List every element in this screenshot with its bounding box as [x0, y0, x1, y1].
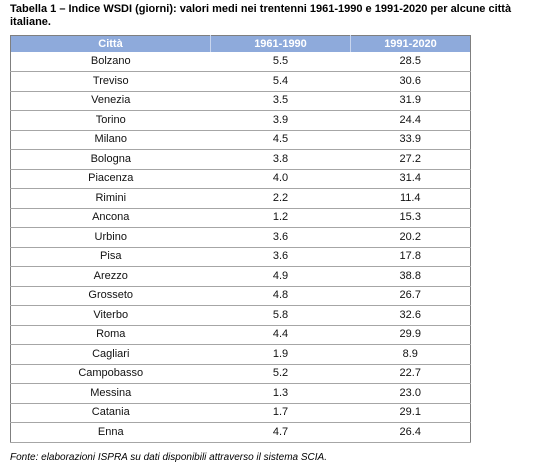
cell-1991-2020: 15.3 — [350, 208, 471, 228]
cell-1991-2020: 26.7 — [350, 286, 471, 306]
cell-1961-1990: 4.8 — [210, 286, 351, 306]
cell-1991-2020: 17.8 — [350, 247, 471, 267]
cell-1991-2020: 11.4 — [350, 188, 471, 209]
cell-1961-1990: 3.6 — [210, 227, 351, 248]
source-note: Fonte: elaborazioni ISPRA su dati dispon… — [10, 452, 327, 463]
cell-1991-2020: 29.1 — [350, 403, 471, 423]
cell-1991-2020: 27.2 — [350, 149, 471, 170]
table-row: Pisa 3.6 17.8 — [10, 247, 471, 267]
cell-1961-1990: 3.6 — [210, 247, 351, 267]
cell-1991-2020: 23.0 — [350, 383, 471, 404]
cell-1991-2020: 31.4 — [350, 169, 471, 189]
cell-1961-1990: 4.5 — [210, 130, 351, 150]
cell-city: Treviso — [10, 71, 211, 92]
table-row: Treviso 5.4 30.6 — [10, 71, 471, 92]
table-row: Arezzo 4.9 38.8 — [10, 266, 471, 287]
cell-city: Torino — [10, 110, 211, 131]
column-header-city: Città — [10, 35, 211, 52]
cell-1961-1990: 3.9 — [210, 110, 351, 131]
table-row: Urbino 3.6 20.2 — [10, 227, 471, 248]
cell-city: Bologna — [10, 149, 211, 170]
table-row: Torino 3.9 24.4 — [10, 110, 471, 131]
cell-1961-1990: 4.9 — [210, 266, 351, 287]
cell-1991-2020: 28.5 — [350, 52, 471, 72]
cell-1991-2020: 24.4 — [350, 110, 471, 131]
table-row: Catania 1.7 29.1 — [10, 403, 471, 423]
cell-1961-1990: 2.2 — [210, 188, 351, 209]
table-row: Campobasso 5.2 22.7 — [10, 364, 471, 384]
cell-city: Piacenza — [10, 169, 211, 189]
table-row: Bologna 3.8 27.2 — [10, 149, 471, 170]
cell-1961-1990: 5.4 — [210, 71, 351, 92]
cell-city: Ancona — [10, 208, 211, 228]
cell-city: Messina — [10, 383, 211, 404]
cell-city: Venezia — [10, 91, 211, 111]
cell-city: Catania — [10, 403, 211, 423]
table-row: Roma 4.4 29.9 — [10, 325, 471, 345]
cell-1961-1990: 3.5 — [210, 91, 351, 111]
cell-1961-1990: 4.4 — [210, 325, 351, 345]
cell-city: Roma — [10, 325, 211, 345]
cell-1961-1990: 1.9 — [210, 344, 351, 365]
column-header-1991-2020: 1991-2020 — [350, 35, 471, 52]
cell-1991-2020: 38.8 — [350, 266, 471, 287]
table-row: Bolzano 5.5 28.5 — [10, 52, 471, 72]
cell-city: Viterbo — [10, 305, 211, 326]
cell-1961-1990: 3.8 — [210, 149, 351, 170]
table-row: Enna 4.7 26.4 — [10, 422, 471, 443]
table-row: Ancona 1.2 15.3 — [10, 208, 471, 228]
cell-1991-2020: 33.9 — [350, 130, 471, 150]
cell-city: Rimini — [10, 188, 211, 209]
cell-1991-2020: 26.4 — [350, 422, 471, 443]
cell-1991-2020: 20.2 — [350, 227, 471, 248]
cell-1991-2020: 8.9 — [350, 344, 471, 365]
cell-city: Enna — [10, 422, 211, 443]
cell-1961-1990: 5.2 — [210, 364, 351, 384]
table-row: Cagliari 1.9 8.9 — [10, 344, 471, 365]
column-header-1961-1990: 1961-1990 — [210, 35, 351, 52]
table-row: Piacenza 4.0 31.4 — [10, 169, 471, 189]
cell-1991-2020: 32.6 — [350, 305, 471, 326]
cell-1961-1990: 4.0 — [210, 169, 351, 189]
wsdi-table: Città 1961-1990 1991-2020 Bolzano 5.5 28… — [10, 35, 471, 443]
table-row: Grosseto 4.8 26.7 — [10, 286, 471, 306]
header-row: Città 1961-1990 1991-2020 — [10, 35, 471, 52]
cell-city: Campobasso — [10, 364, 211, 384]
cell-city: Cagliari — [10, 344, 211, 365]
cell-1991-2020: 30.6 — [350, 71, 471, 92]
cell-1961-1990: 5.8 — [210, 305, 351, 326]
table-header: Città 1961-1990 1991-2020 — [10, 35, 471, 52]
cell-city: Arezzo — [10, 266, 211, 287]
cell-1961-1990: 5.5 — [210, 52, 351, 72]
cell-1991-2020: 22.7 — [350, 364, 471, 384]
table-row: Rimini 2.2 11.4 — [10, 188, 471, 209]
cell-city: Grosseto — [10, 286, 211, 306]
cell-1961-1990: 1.2 — [210, 208, 351, 228]
cell-1991-2020: 29.9 — [350, 325, 471, 345]
table-row: Viterbo 5.8 32.6 — [10, 305, 471, 326]
cell-city: Urbino — [10, 227, 211, 248]
cell-city: Bolzano — [10, 52, 211, 72]
table-row: Venezia 3.5 31.9 — [10, 91, 471, 111]
table-body: Bolzano 5.5 28.5 Treviso 5.4 30.6 Venezi… — [10, 52, 471, 443]
cell-1961-1990: 4.7 — [210, 422, 351, 443]
cell-1961-1990: 1.7 — [210, 403, 351, 423]
table-row: Milano 4.5 33.9 — [10, 130, 471, 150]
cell-city: Pisa — [10, 247, 211, 267]
cell-1961-1990: 1.3 — [210, 383, 351, 404]
cell-city: Milano — [10, 130, 211, 150]
table-row: Messina 1.3 23.0 — [10, 383, 471, 404]
table-caption: Tabella 1 – Indice WSDI (giorni): valori… — [10, 3, 512, 28]
cell-1991-2020: 31.9 — [350, 91, 471, 111]
